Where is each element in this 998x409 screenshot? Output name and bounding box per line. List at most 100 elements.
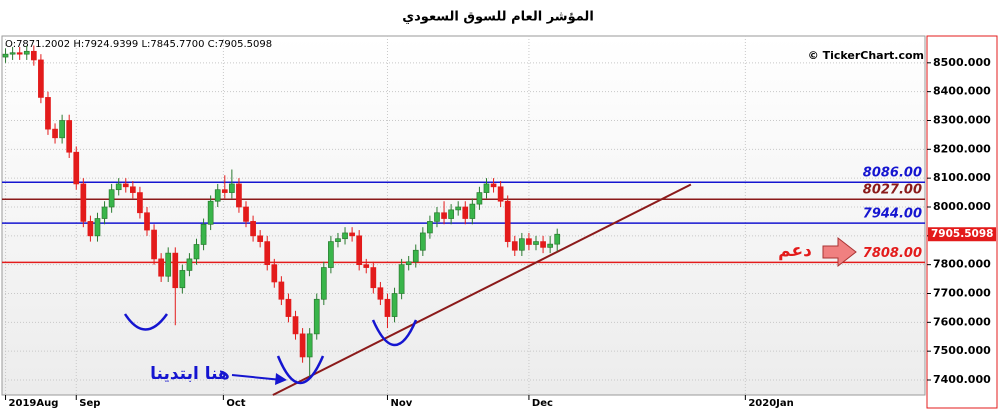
y-tick-label: 8400.000: [933, 85, 991, 98]
dip-arc: [123, 313, 169, 331]
candle-body: [419, 232, 426, 251]
candle-body: [66, 120, 73, 153]
y-tick-label: 8300.000: [933, 113, 991, 126]
x-tick-label: Nov: [390, 398, 412, 409]
candle-body: [9, 52, 16, 55]
candle-body: [533, 241, 539, 245]
candle-body: [519, 238, 525, 251]
candles: 7905.5098: [2, 45, 996, 378]
candle-body: [144, 212, 150, 231]
candle-body: [257, 235, 264, 242]
candle-body: [137, 192, 143, 214]
x-tick-label: 2019Aug: [9, 398, 59, 409]
x-tick-label: Dec: [532, 398, 553, 409]
candle-body: [483, 183, 490, 193]
candle-body: [497, 186, 504, 202]
source: © TickerChart.com: [808, 49, 924, 62]
y-tick-label: 8000.000: [933, 200, 991, 213]
candle-body: [108, 189, 115, 208]
level-label: 7808.00: [863, 246, 922, 261]
level-label: 8086.00: [863, 166, 922, 181]
candle-body: [165, 252, 172, 277]
candle-body: [122, 183, 129, 188]
y-tick-label: 7700.000: [933, 286, 991, 299]
candle-body: [349, 232, 355, 237]
candle-body: [540, 241, 546, 248]
candle-body: [271, 264, 278, 283]
candle-body: [448, 209, 454, 219]
levels: 8086.00 8027.00 7944.00 7808.00: [2, 166, 925, 396]
candle-body: [490, 183, 497, 188]
candle-body: [526, 238, 532, 245]
annotation: دعم: [778, 241, 812, 261]
candle-body: [59, 120, 65, 139]
candle-body: [405, 261, 412, 266]
arrow-head: [275, 373, 287, 385]
candle-body: [427, 221, 433, 234]
candle-body: [151, 229, 157, 260]
annotation: هنا ابتدينا: [150, 364, 230, 384]
x-tick-label: Sep: [79, 398, 100, 409]
candle-body: [115, 183, 122, 191]
candle-body: [16, 52, 23, 55]
x-tick-label: 2020Jan: [748, 398, 793, 409]
candle-body: [434, 212, 440, 222]
candle-body: [476, 192, 483, 205]
candle-body: [356, 235, 363, 266]
candle-body: [278, 281, 285, 300]
candle-body: [158, 258, 164, 277]
candle-body: [441, 212, 447, 219]
candle-body: [193, 244, 200, 260]
y-tick-label: 8200.000: [933, 142, 991, 155]
candle-body: [45, 97, 51, 130]
candle-body: [547, 243, 553, 248]
candle-body: [462, 206, 469, 219]
last-price-box: [928, 227, 996, 242]
candle-body: [412, 249, 419, 263]
support-arrow: [822, 236, 857, 268]
candle-body: [172, 252, 179, 289]
candle-body: [236, 183, 242, 208]
candle-body: [335, 238, 341, 242]
candle-body: [554, 233, 561, 245]
y-tick-label: 7400.000: [933, 373, 991, 386]
candle-body: [511, 241, 518, 251]
candle-body: [313, 298, 320, 335]
y-tick-label: 8500.000: [933, 56, 991, 69]
candle-body: [250, 221, 256, 237]
x-tick-label: Oct: [226, 398, 245, 409]
candle-body: [94, 218, 101, 237]
candle-body: [285, 298, 292, 317]
candle-body: [129, 186, 136, 193]
candle-body: [73, 151, 80, 185]
y-tick-label: 7600.000: [933, 315, 991, 328]
candle-body: [243, 206, 249, 222]
candle-body: [328, 241, 334, 268]
last-price: 7905.5098: [931, 228, 993, 240]
y-tick-label: 7500.000: [933, 344, 991, 357]
dip-arc: [371, 319, 418, 347]
price-axis: [926, 35, 998, 409]
ohlc-info: O:7871.2002 H:7924.9399 L:7845.7700 C:79…: [5, 39, 272, 50]
candle-body: [370, 267, 377, 289]
candle-body: [384, 298, 391, 317]
y-tick-label: 8100.000: [933, 171, 991, 184]
candle-body: [306, 333, 313, 358]
chart-title: المؤشر العام للسوق السعودي: [402, 10, 594, 25]
candle-body: [342, 232, 348, 240]
y-tick-label: 7800.000: [933, 258, 991, 271]
candle-body: [264, 241, 271, 266]
level-label: 8027.00: [863, 183, 922, 198]
level-label: 7944.00: [863, 207, 922, 222]
arrow: [231, 374, 283, 381]
candle-body: [38, 59, 44, 98]
candle-body: [214, 189, 221, 202]
candle-body: [398, 264, 405, 294]
candle-body: [363, 264, 370, 268]
candle-body: [80, 183, 87, 222]
candle-body: [504, 200, 511, 242]
candle-body: [455, 206, 462, 211]
candle-body: [23, 50, 30, 55]
candle-body: [30, 50, 37, 61]
